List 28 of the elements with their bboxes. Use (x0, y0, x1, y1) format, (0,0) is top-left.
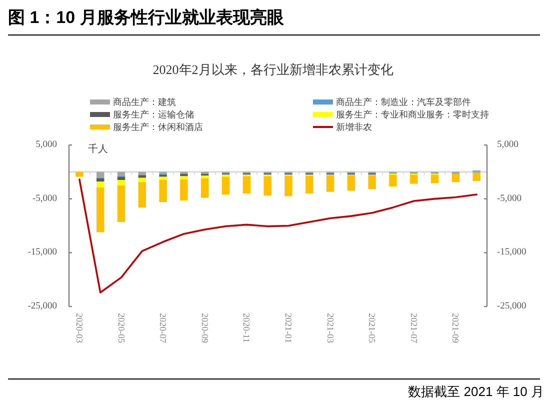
legend-label: 服务生产：运输仓储 (113, 110, 194, 120)
x-tick-label: 2021-09 (450, 313, 461, 343)
x-tick-label: 2020-05 (116, 313, 126, 343)
x-tick-label: 2020-03 (74, 313, 84, 343)
x-tick-label: 2020-09 (200, 313, 210, 343)
y-tick-label: -25,000 (28, 302, 57, 312)
legend-label: 商品生产：建筑 (113, 97, 176, 107)
legend-label: 服务生产：专业和商业服务：零时支持 (336, 110, 489, 120)
y-tick-label: -5,000 (32, 194, 57, 204)
y2-tick-label: 5,000 (497, 140, 518, 150)
x-tick-label: 2021-03 (325, 313, 336, 343)
legend-label: 新增非农 (336, 122, 372, 132)
y-tick-label: 5,000 (36, 140, 57, 150)
y2-tick-label: -5,000 (497, 194, 522, 204)
annotation: 数据截至 2021 年 10 月 (408, 384, 544, 399)
title: 图 1：10 月服务性行业就业表现亮眼 (8, 8, 284, 27)
x-tick-label: 2020-07 (158, 313, 168, 343)
y2-tick-label: -25,000 (497, 302, 526, 312)
x-tick-label: 2021-01 (283, 313, 294, 343)
x-tick-label: 2020-11 (242, 313, 252, 343)
legend-label: 服务生产：休闲和酒店 (113, 122, 203, 132)
subtitle: 2020年2月以来，各行业新增非农累计变化 (152, 62, 394, 77)
y-tick-label: -15,000 (28, 248, 57, 258)
ylabel: 千人 (88, 144, 108, 155)
x-tick-label: 2021-07 (408, 313, 419, 343)
y2-tick-label: -15,000 (497, 248, 526, 258)
legend-label: 商品生产：制造业：汽车及零部件 (336, 97, 471, 107)
x-tick-label: 2021-05 (367, 313, 378, 343)
